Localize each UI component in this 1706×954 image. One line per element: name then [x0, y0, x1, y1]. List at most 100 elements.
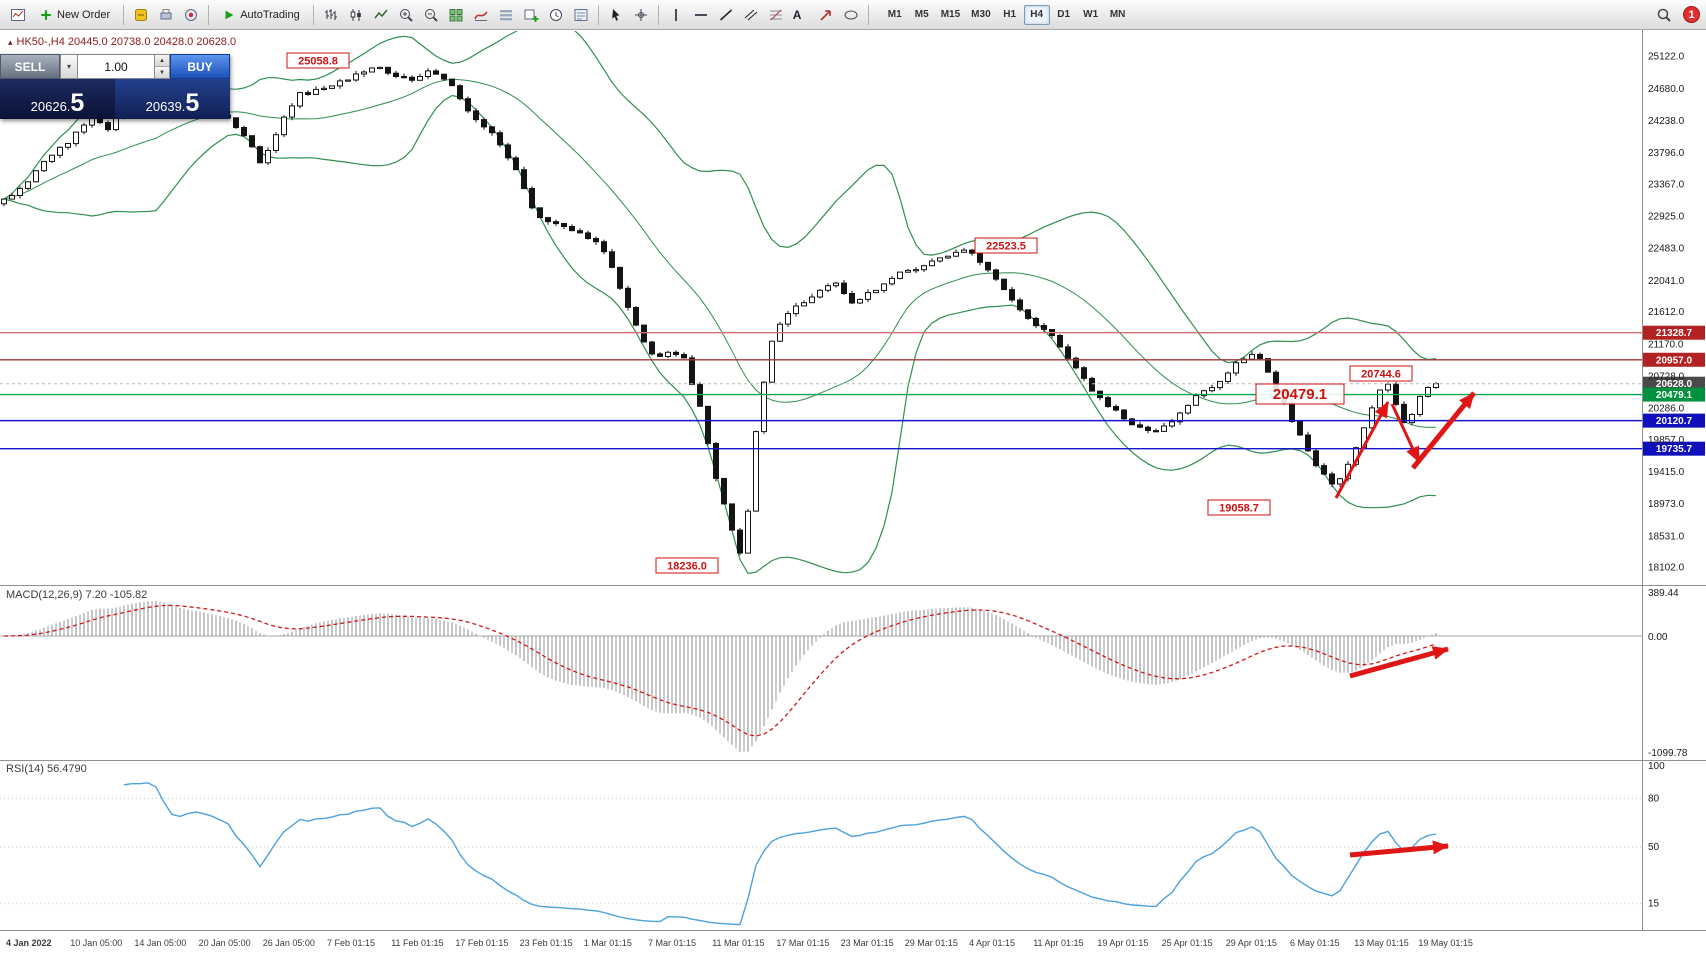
volume-decrease-button[interactable]: ▼	[155, 67, 169, 78]
new-order-button[interactable]: New Order	[31, 3, 118, 27]
svg-text:18531.0: 18531.0	[1648, 531, 1685, 542]
zoom-out-icon[interactable]	[419, 3, 443, 27]
timeframe-M15[interactable]: M15	[936, 5, 965, 25]
price-level-20120.7[interactable]: 20120.7	[0, 413, 1705, 428]
notification-badge[interactable]: 1	[1683, 6, 1700, 23]
volume-increase-button[interactable]: ▲	[155, 55, 169, 67]
sell-price[interactable]: 20626. 5	[0, 79, 115, 119]
svg-text:19 May 01:15: 19 May 01:15	[1418, 938, 1473, 948]
autotrading-label: AutoTrading	[240, 8, 300, 21]
triangle-up-icon: ▴	[8, 36, 13, 47]
price-level-20628.0[interactable]: 20628.0	[0, 376, 1705, 391]
timeframe-M5[interactable]: M5	[909, 5, 935, 25]
search-icon[interactable]	[1652, 3, 1676, 27]
timeframe-H4[interactable]: H4	[1023, 4, 1050, 25]
ohlc-info: ▴ HK50-,H4 20445.0 20738.0 20428.0 20628…	[8, 36, 236, 48]
trend-arrow[interactable]	[1334, 401, 1390, 499]
price-annotation-25058.8[interactable]: 25058.8	[286, 52, 350, 69]
text-tool-icon[interactable]: A	[789, 3, 813, 27]
svg-text:7 Mar 01:15: 7 Mar 01:15	[648, 938, 696, 948]
buy-price-main: 20639.	[145, 99, 186, 114]
price-level-20957.0[interactable]: 20957.0	[0, 352, 1705, 367]
tile-windows-icon[interactable]	[444, 3, 468, 27]
svg-text:20 Jan 05:00: 20 Jan 05:00	[199, 938, 251, 948]
svg-text:20479.1: 20479.1	[1656, 390, 1693, 401]
crosshair-icon[interactable]	[629, 3, 653, 27]
vertical-line-tool-icon[interactable]	[664, 3, 688, 27]
add-chart-icon[interactable]	[519, 3, 543, 27]
indicators-icon[interactable]	[469, 3, 493, 27]
svg-text:0.00: 0.00	[1648, 632, 1668, 643]
svg-text:26 Jan 05:00: 26 Jan 05:00	[263, 938, 315, 948]
axis-price-tag	[1643, 352, 1705, 367]
svg-text:21170.0: 21170.0	[1648, 339, 1684, 350]
svg-text:20286.0: 20286.0	[1648, 404, 1685, 415]
objects-list-icon[interactable]	[494, 3, 518, 27]
horizontal-line-tool-icon[interactable]	[689, 3, 713, 27]
clock-icon[interactable]	[544, 3, 568, 27]
sell-button[interactable]: SELL	[0, 54, 60, 79]
timeframe-H1[interactable]: H1	[997, 5, 1023, 25]
macd-panel	[0, 601, 1642, 752]
price-level-19735.7[interactable]: 19735.7	[0, 441, 1705, 456]
new-chart-icon[interactable]	[6, 3, 30, 27]
axis-price-tag	[1643, 325, 1705, 340]
svg-text:17 Feb 01:15: 17 Feb 01:15	[455, 938, 508, 948]
svg-text:23 Mar 01:15: 23 Mar 01:15	[841, 938, 894, 948]
svg-text:21612.0: 21612.0	[1648, 307, 1685, 318]
svg-text:11 Mar 01:15: 11 Mar 01:15	[712, 938, 764, 948]
svg-text:4 Apr 01:15: 4 Apr 01:15	[969, 938, 1015, 948]
price-annotation-20479.1[interactable]: 20479.1	[1255, 383, 1345, 405]
timeframe-M30[interactable]: M30	[966, 5, 995, 25]
price-level-20479.1[interactable]: 20479.1	[0, 387, 1705, 402]
timeframe-W1[interactable]: W1	[1078, 5, 1104, 25]
buy-price[interactable]: 20639. 5	[115, 79, 230, 119]
autotrading-button[interactable]: AutoTrading	[214, 3, 308, 27]
trend-arrow[interactable]	[1349, 646, 1449, 679]
svg-text:50: 50	[1648, 842, 1660, 853]
svg-text:20728.0: 20728.0	[1648, 371, 1685, 382]
timeframe-D1[interactable]: D1	[1051, 5, 1077, 25]
svg-text:1 Mar 01:15: 1 Mar 01:15	[584, 938, 632, 948]
svg-text:18973.0: 18973.0	[1648, 499, 1685, 510]
price-annotation-18236.0[interactable]: 18236.0	[655, 557, 719, 574]
trendline-tool-icon[interactable]	[714, 3, 738, 27]
price-annotation-20744.6[interactable]: 20744.6	[1349, 365, 1413, 382]
line-chart-type-icon[interactable]	[369, 3, 393, 27]
volume-dropdown[interactable]: ▾	[60, 54, 78, 79]
volume-input[interactable]	[78, 54, 155, 79]
time-axis[interactable]	[0, 931, 1642, 953]
channel-tool-icon[interactable]	[739, 3, 763, 27]
svg-text:389.44: 389.44	[1648, 588, 1679, 599]
price-level-21328.7[interactable]: 21328.7	[0, 325, 1705, 340]
price-annotation-19058.7[interactable]: 19058.7	[1207, 499, 1271, 516]
price-annotation-22523.5[interactable]: 22523.5	[974, 237, 1038, 254]
chart-settings-icon[interactable]	[569, 3, 593, 27]
svg-text:29 Apr 01:15: 29 Apr 01:15	[1226, 938, 1277, 948]
community-icon[interactable]	[179, 3, 203, 27]
rsi-label: RSI(14) 56.4790	[6, 763, 87, 775]
timeframe-MN[interactable]: MN	[1105, 5, 1131, 25]
metaeditor-icon[interactable]	[129, 3, 153, 27]
candlestick-type-icon[interactable]	[344, 3, 368, 27]
axis-price-tag	[1643, 376, 1705, 391]
timeframe-M1[interactable]: M1	[882, 5, 908, 25]
trend-arrow[interactable]	[1349, 840, 1449, 858]
cursor-icon[interactable]	[604, 3, 628, 27]
trend-arrow[interactable]	[1411, 391, 1476, 470]
svg-text:21328.7: 21328.7	[1656, 328, 1693, 339]
buy-button[interactable]: BUY	[170, 54, 230, 79]
zoom-in-icon[interactable]	[394, 3, 418, 27]
svg-text:23796.0: 23796.0	[1648, 148, 1685, 159]
fibonacci-tool-icon[interactable]	[764, 3, 788, 27]
print-icon[interactable]	[154, 3, 178, 27]
shapes-tool-icon[interactable]	[839, 3, 863, 27]
svg-text:7 Feb 01:15: 7 Feb 01:15	[327, 938, 375, 948]
arrows-tool-icon[interactable]	[814, 3, 838, 27]
svg-text:23367.0: 23367.0	[1648, 179, 1685, 190]
price-axis[interactable]	[1642, 30, 1706, 931]
bar-chart-type-icon[interactable]	[319, 3, 343, 27]
trend-arrow[interactable]	[1390, 403, 1421, 463]
new-order-label: New Order	[57, 8, 111, 21]
